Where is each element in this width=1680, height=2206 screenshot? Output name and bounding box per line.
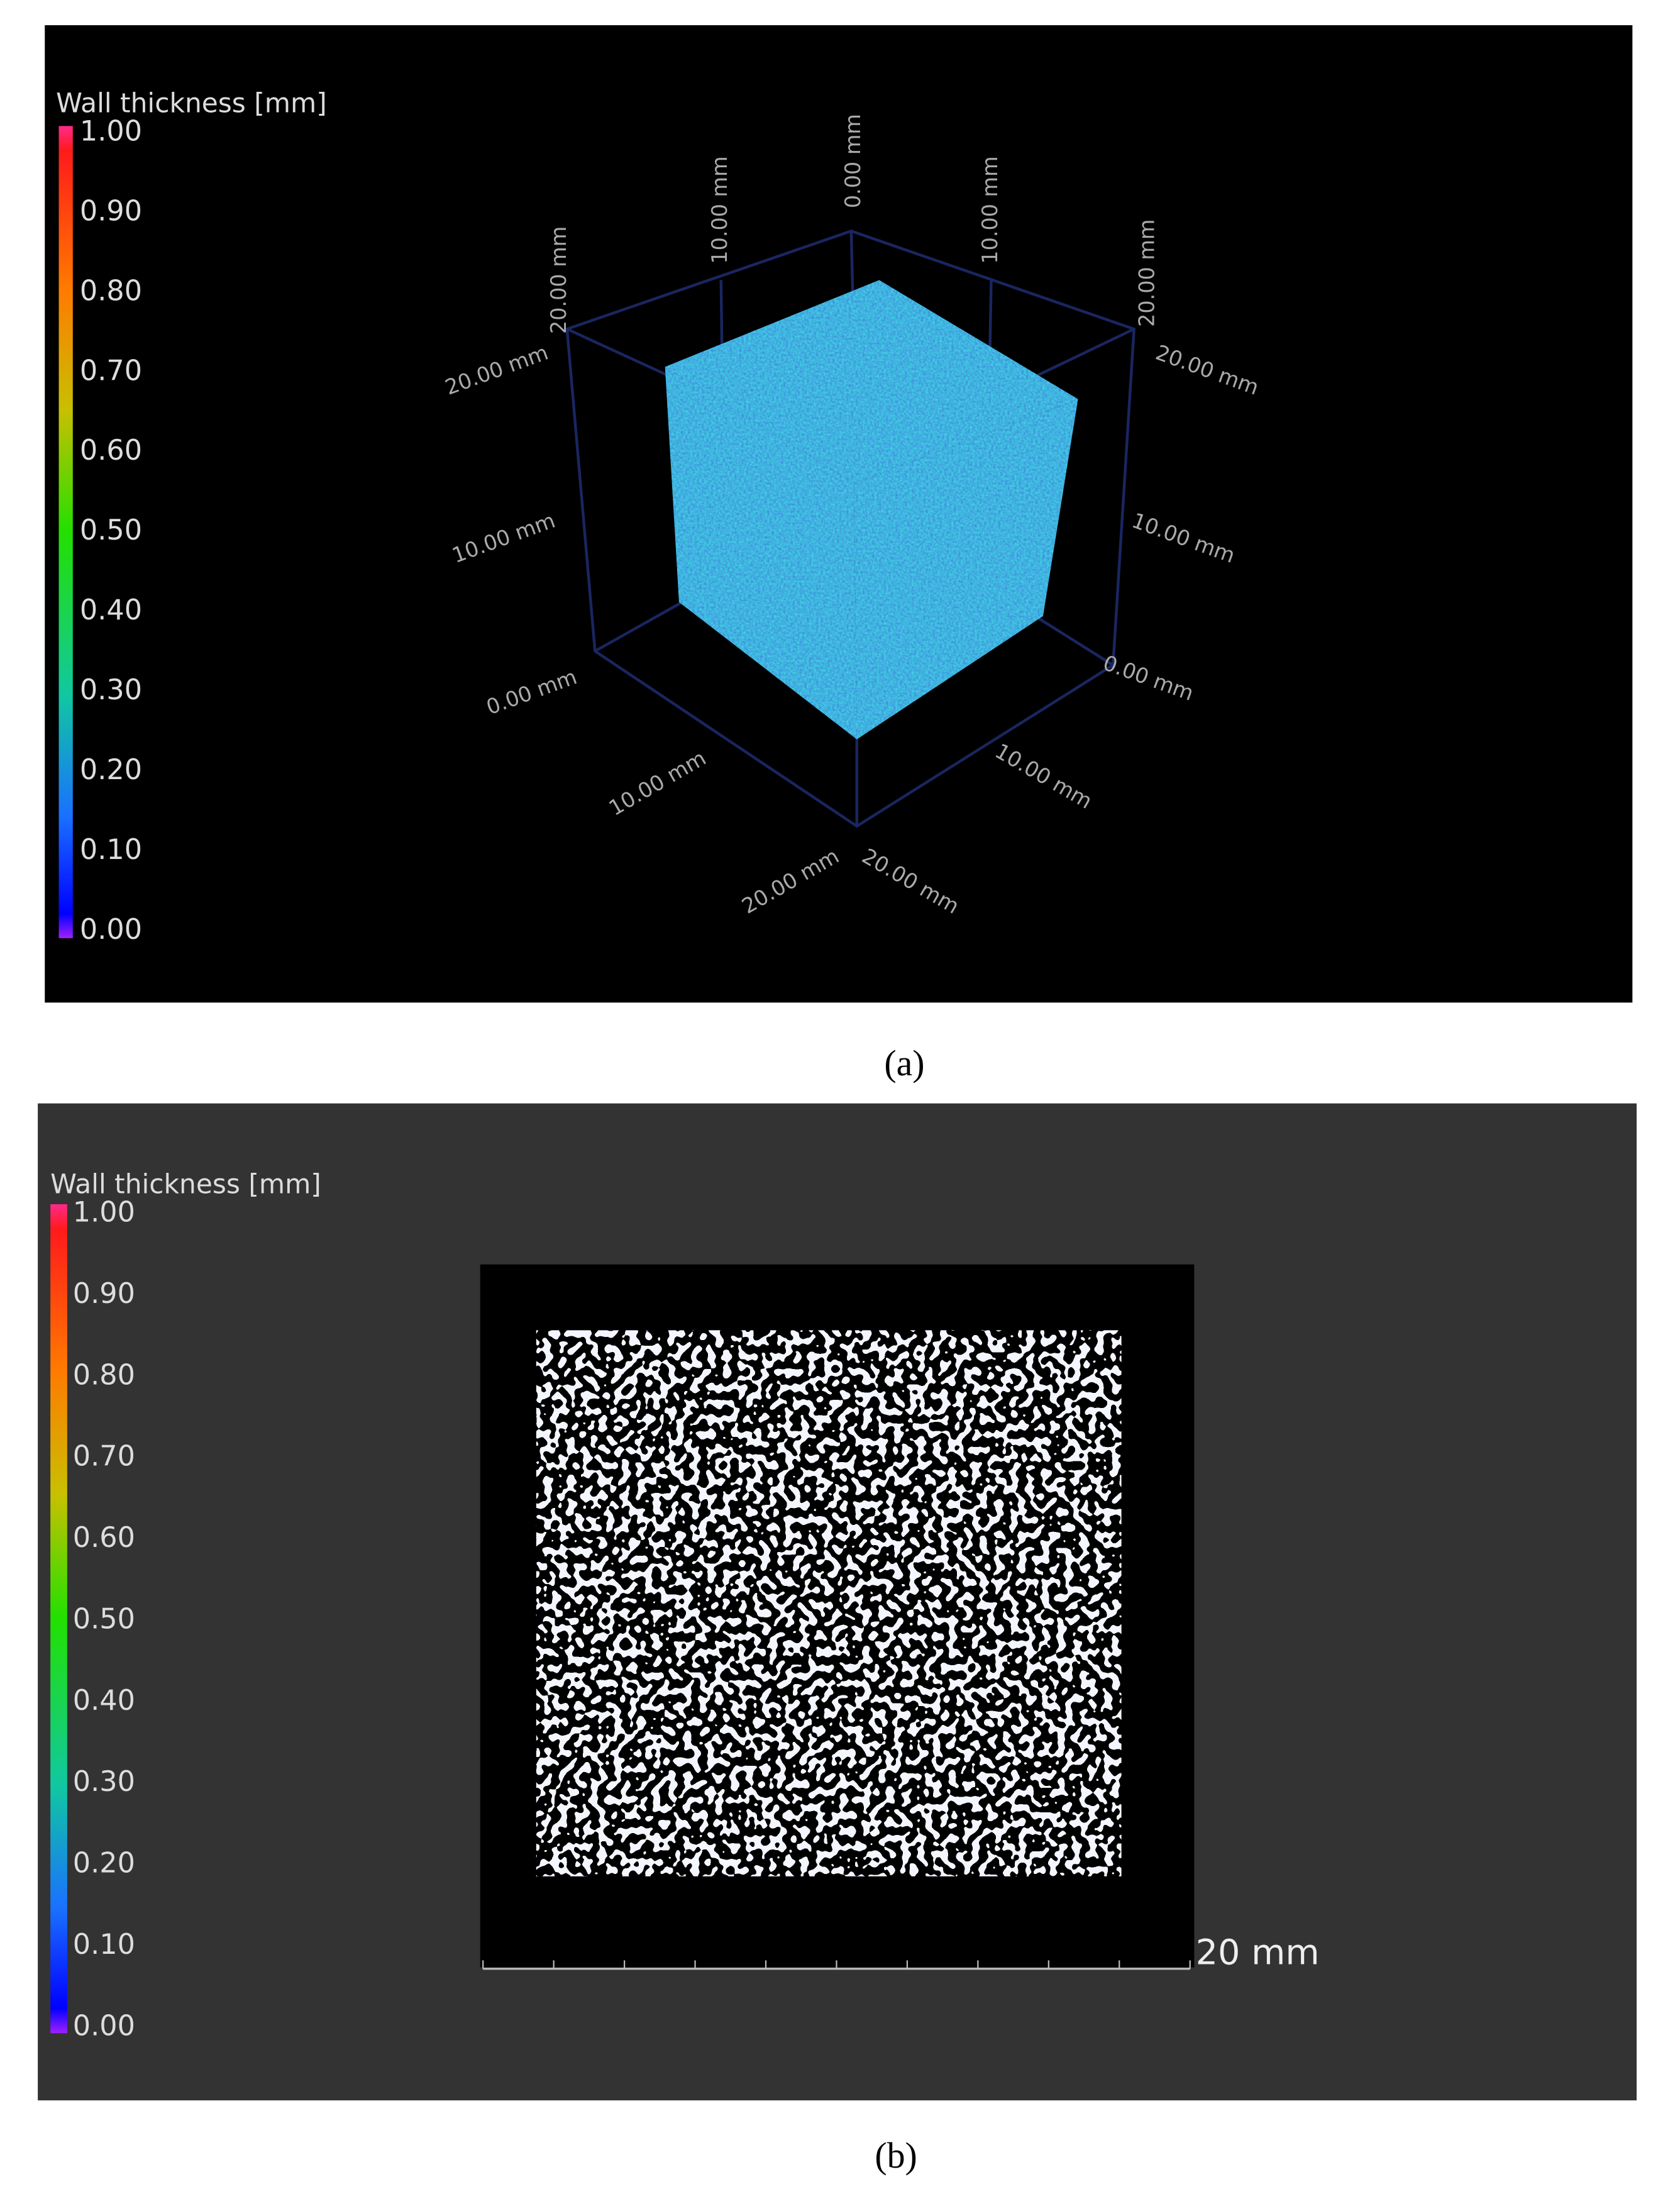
- colorbar-tick-label: 0.20: [80, 753, 142, 786]
- slice-pores: [536, 1330, 1122, 1876]
- colorbar-tick-label: 0.20: [73, 1847, 135, 1880]
- legend-title: Wall thickness [mm]: [50, 1169, 321, 1200]
- colorbar-tick-label: 1.00: [80, 115, 142, 148]
- axis-label: 0.00 mm: [841, 114, 865, 208]
- cube: [665, 280, 1078, 740]
- colorbar-tick-label: 0.30: [80, 673, 142, 706]
- colorbar-tick-label: 0.70: [73, 1440, 135, 1473]
- colorbar: [50, 1204, 67, 2034]
- colorbar: [58, 126, 73, 938]
- colorbar-tick-label: 1.00: [73, 1196, 135, 1229]
- colorbar-tick-label: 0.60: [73, 1521, 135, 1554]
- colorbar-tick-label: 0.00: [80, 913, 142, 946]
- colorbar-tick-label: 0.70: [80, 354, 142, 387]
- caption: (a): [884, 1043, 924, 1084]
- axis-label: 20.00 mm: [1134, 219, 1159, 327]
- caption: (b): [875, 2135, 917, 2176]
- colorbar-tick-label: 0.30: [73, 1765, 135, 1798]
- colorbar-tick-label: 0.90: [80, 194, 142, 227]
- colorbar-tick-label: 0.50: [80, 514, 142, 546]
- axis-label: 10.00 mm: [707, 156, 732, 263]
- axis-label: 20.00 mm: [546, 226, 571, 334]
- colorbar-tick-label: 0.80: [73, 1358, 135, 1391]
- colorbar-tick-label: 0.90: [73, 1277, 135, 1310]
- colorbar-tick-label: 0.60: [80, 434, 142, 467]
- colorbar-tick-label: 0.40: [80, 594, 142, 626]
- colorbar-tick-label: 0.10: [73, 1928, 135, 1961]
- colorbar-tick-label: 0.80: [80, 274, 142, 307]
- colorbar-tick-label: 0.40: [73, 1684, 135, 1717]
- legend-title: Wall thickness [mm]: [56, 88, 327, 119]
- axis-label: 10.00 mm: [978, 156, 1002, 263]
- colorbar-tick-label: 0.00: [73, 2009, 135, 2042]
- scale-bar-label: 20 mm: [1196, 1932, 1320, 1973]
- colorbar-tick-label: 0.50: [73, 1602, 135, 1635]
- colorbar-tick-label: 0.10: [80, 833, 142, 866]
